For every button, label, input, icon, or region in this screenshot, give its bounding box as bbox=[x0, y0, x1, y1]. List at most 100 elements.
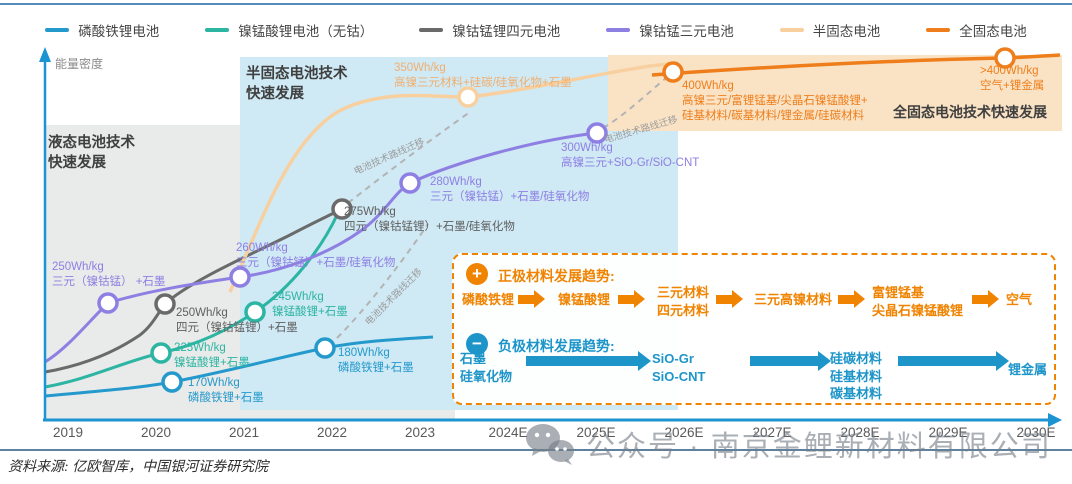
material-trend-box: + 正极材料发展趋势: 磷酸铁锂 镍锰酸锂 三元材料 四元材料 三元高镍材料 富锂锰基 尖晶… bbox=[452, 253, 1056, 405]
x-tick-2027E: 2027E bbox=[752, 425, 792, 440]
point-label-line: 350Wh/kg bbox=[394, 62, 446, 74]
point-label-line: 空气+锂金属 bbox=[980, 79, 1045, 92]
migration-dash-2 bbox=[347, 111, 471, 204]
trend-item: 硅碳材料 硅基材料 碳基材料 bbox=[830, 350, 882, 403]
point-label-line: 250Wh/kg bbox=[176, 307, 228, 319]
anode-trend-title: 负极材料发展趋势: bbox=[498, 338, 615, 354]
minus-icon: − bbox=[466, 333, 488, 355]
x-tick-2019: 2019 bbox=[52, 425, 84, 440]
point-label-line: 镍锰酸锂+石墨 bbox=[272, 305, 348, 318]
trend-item-line: 富锂锰基 bbox=[872, 285, 925, 300]
region-title-semi-solid: 半固态电池技术 快速发展 bbox=[246, 66, 348, 103]
legend-label: 半固态电池 bbox=[812, 24, 881, 39]
trend-item-line: 空气 bbox=[1006, 292, 1033, 307]
y-axis-label: 能量密度 bbox=[55, 57, 104, 71]
data-point-ternary bbox=[586, 122, 608, 144]
point-label-line: 170Wh/kg bbox=[188, 377, 240, 389]
wechat-icon bbox=[526, 424, 574, 465]
point-label-line: 硅基材料/碳基材料/锂金属/硅碳材料 bbox=[682, 109, 865, 122]
x-tick-2023: 2023 bbox=[404, 425, 436, 440]
x-tick-2021: 2021 bbox=[228, 425, 260, 440]
point-label: 250Wh/kg 三元（镍钴锰） +石墨 bbox=[52, 260, 165, 290]
x-tick-2028E: 2028E bbox=[840, 425, 880, 440]
region-title-liquid: 液态电池技术 快速发展 bbox=[48, 135, 135, 172]
point-label-line: 镍锰酸锂+石墨 bbox=[174, 356, 250, 369]
trend-item-line: 硅基材料 bbox=[830, 368, 883, 384]
point-label: 245Wh/kg 镍锰酸锂+石墨 bbox=[272, 290, 348, 320]
ternary-legend-swatch bbox=[606, 28, 631, 32]
trend-item-line: SiO-CNT bbox=[652, 368, 706, 384]
legend-item-lfp: 磷酸铁锂电池 bbox=[45, 20, 159, 40]
region-title-all-solid: 全固态电池技术快速发展 bbox=[893, 104, 1047, 120]
series-all-solid-line bbox=[651, 53, 1061, 77]
data-point-nmli bbox=[244, 301, 266, 323]
legend-label: 镍钴锰锂四元电池 bbox=[452, 24, 561, 39]
point-label-line: 高镍三元+SiO-Gr/SiO-CNT bbox=[561, 156, 700, 169]
trend-item-line: 三元高镍材料 bbox=[754, 292, 833, 307]
legend: 磷酸铁锂电池 镍锰酸锂电池（无钴） 镍钴锰锂四元电池 镍钴锰三元电池 半固态电池 全固态电… bbox=[0, 20, 1072, 40]
legend-label: 镍锰酸锂电池（无钴） bbox=[238, 24, 374, 39]
quaternary-legend-swatch bbox=[419, 28, 444, 32]
trend-item-line: 镍锰酸锂 bbox=[558, 292, 611, 307]
flow-arrow-icon bbox=[716, 290, 743, 308]
point-label-line: 四元（镍钴锰锂）+石墨 bbox=[176, 321, 298, 334]
data-point-semi bbox=[457, 86, 479, 108]
x-tick-2020: 2020 bbox=[140, 425, 172, 440]
trend-item: 锂金属 bbox=[1008, 361, 1047, 379]
trend-item: 富锂锰基 尖晶石镍锰酸锂 bbox=[872, 284, 963, 319]
x-tick-2024E: 2024E bbox=[488, 425, 528, 440]
legend-label: 镍钴锰三元电池 bbox=[639, 24, 734, 39]
point-label: 260Wh/kg 三元（镍钴锰）+石墨/硅氧化物 bbox=[236, 241, 395, 271]
legend-item-quaternary: 镍钴锰锂四元电池 bbox=[419, 20, 560, 40]
flow-arrow-icon bbox=[518, 290, 545, 308]
point-label: 400Wh/kg 高镍三元/富锂锰基/尖晶石镍锰酸锂+ 硅基材料/碳基材料/锂金属/… bbox=[682, 79, 868, 124]
data-point-solid bbox=[662, 61, 684, 83]
data-point-ternary bbox=[229, 266, 251, 288]
point-label-line: >400Wh/kg bbox=[980, 65, 1039, 77]
data-point-nmli bbox=[150, 342, 172, 364]
trend-item: 镍锰酸锂 bbox=[558, 291, 610, 309]
point-label-line: 180Wh/kg bbox=[338, 347, 390, 359]
point-label-line: 四元（镍钴锰锂）+石墨/硅氧化物 bbox=[344, 220, 515, 233]
lfp-legend-swatch bbox=[45, 28, 70, 32]
trend-item-line: 四元材料 bbox=[657, 302, 710, 318]
legend-item-solid: 全固态电池 bbox=[926, 20, 1027, 40]
point-label-line: 300Wh/kg bbox=[561, 142, 613, 154]
point-label-line: 三元（镍钴锰）+石墨/硅氧化物 bbox=[430, 190, 590, 203]
point-label-line: 275Wh/kg bbox=[344, 206, 396, 218]
x-tick-2026E: 2026E bbox=[664, 425, 704, 440]
point-label-line: 245Wh/kg bbox=[272, 291, 324, 303]
flow-arrow-icon bbox=[898, 351, 1009, 371]
point-label-line: 三元（镍钴锰）+石墨/硅氧化物 bbox=[236, 256, 396, 269]
data-point-quaternary bbox=[331, 198, 353, 220]
data-point-quaternary bbox=[154, 293, 176, 315]
data-point-ternary bbox=[97, 292, 119, 314]
flow-arrow-icon bbox=[618, 290, 645, 308]
watermark: 公众号 · 南京金鲤新材料有限公司 bbox=[524, 422, 1052, 466]
x-tick-2030E: 2030E bbox=[1016, 425, 1056, 440]
x-tick-2022: 2022 bbox=[316, 425, 348, 440]
series-semi-solid-line bbox=[228, 61, 679, 293]
series-lfp-line bbox=[44, 335, 434, 398]
trend-item-line: SiO-Gr bbox=[652, 351, 694, 366]
point-label-line: 三元（镍钴锰） +石墨 bbox=[52, 275, 166, 288]
x-axis-arrow bbox=[1048, 413, 1062, 427]
point-label-line: 260Wh/kg bbox=[236, 242, 288, 254]
flow-arrow-icon bbox=[838, 290, 865, 308]
cathode-trend-title: 正极材料发展趋势: bbox=[498, 268, 615, 284]
trend-item: 磷酸铁锂 bbox=[462, 291, 514, 309]
point-label-line: 磷酸铁锂+石墨 bbox=[338, 361, 414, 374]
migration-dash-1 bbox=[336, 223, 429, 339]
region-all-solid-battery bbox=[608, 55, 1062, 131]
point-label: 275Wh/kg 四元（镍钴锰锂）+石墨/硅氧化物 bbox=[344, 205, 515, 235]
point-label-line: 280Wh/kg bbox=[430, 176, 482, 188]
point-label: >400Wh/kg 空气+锂金属 bbox=[980, 64, 1044, 94]
point-label: 250Wh/kg 四元（镍钴锰锂）+石墨 bbox=[176, 306, 298, 336]
top-border-line bbox=[0, 3, 1072, 5]
flow-arrow-icon bbox=[526, 351, 651, 371]
data-point-solid bbox=[994, 47, 1016, 69]
trend-item: 三元材料 四元材料 bbox=[657, 284, 709, 319]
point-label: 280Wh/kg 三元（镍钴锰）+石墨/硅氧化物 bbox=[430, 175, 589, 205]
